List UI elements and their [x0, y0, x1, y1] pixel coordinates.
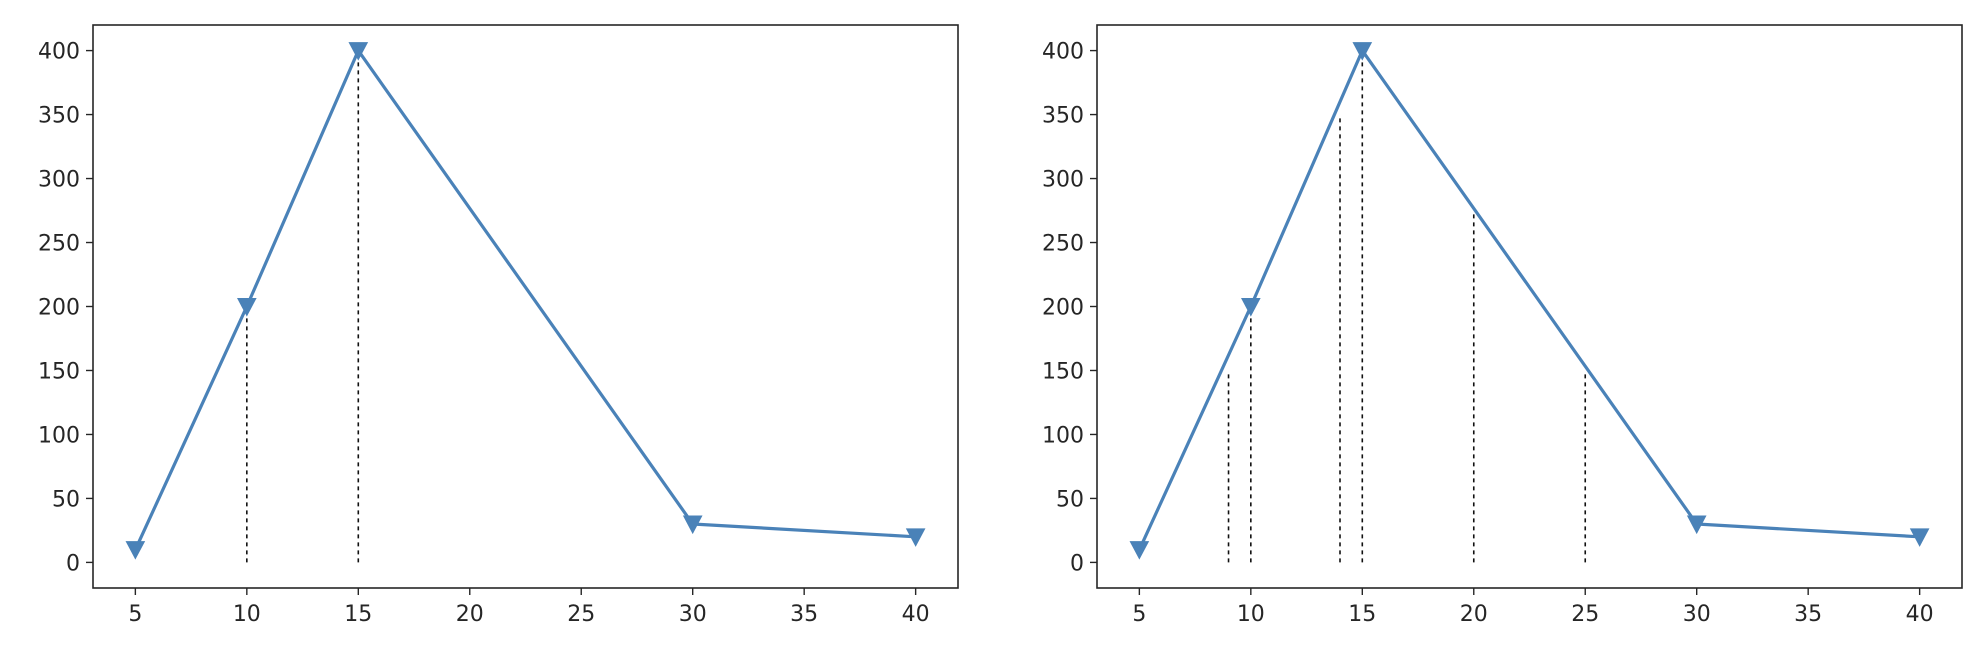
- x-tick-label: 5: [1132, 602, 1146, 627]
- axes-frame: [92, 24, 959, 589]
- axes-frame: [1096, 24, 1963, 589]
- data-point-marker: [236, 298, 257, 317]
- y-tick-label: 100: [38, 423, 80, 448]
- x-tick-label: 35: [790, 602, 818, 627]
- x-tick-label: 20: [456, 602, 484, 627]
- y-tick-label: 250: [38, 232, 80, 257]
- y-tick-label: 50: [1056, 487, 1084, 512]
- data-point-marker: [682, 515, 703, 535]
- x-tick-label: 10: [233, 602, 261, 627]
- x-tick-label: 40: [902, 602, 930, 627]
- y-tick-label: 100: [1042, 423, 1084, 448]
- y-tick-label: 200: [1042, 296, 1084, 321]
- x-tick-label: 15: [344, 602, 372, 627]
- y-tick-label: 0: [1070, 551, 1084, 576]
- x-tick-label: 40: [1906, 602, 1934, 627]
- data-point-marker: [1352, 42, 1373, 61]
- data-point-marker: [1909, 528, 1930, 547]
- y-tick-label: 400: [38, 40, 80, 65]
- y-tick-label: 150: [1042, 359, 1084, 384]
- data-point-marker: [1129, 541, 1150, 560]
- data-point-marker: [1240, 298, 1261, 317]
- y-tick-label: 300: [1042, 168, 1084, 193]
- data-point-marker: [905, 528, 926, 547]
- y-tick-label: 0: [66, 551, 80, 576]
- y-tick-label: 50: [52, 487, 80, 512]
- x-tick-label: 15: [1348, 602, 1376, 627]
- x-tick-label: 25: [1571, 602, 1599, 627]
- data-point-marker: [125, 541, 146, 560]
- y-tick-label: 200: [38, 296, 80, 321]
- x-tick-label: 30: [679, 602, 707, 627]
- data-point-marker: [348, 42, 369, 61]
- y-tick-label: 400: [1042, 40, 1084, 65]
- x-tick-label: 30: [1683, 602, 1711, 627]
- x-tick-label: 25: [567, 602, 595, 627]
- data-point-marker: [1686, 515, 1707, 535]
- y-tick-label: 250: [1042, 232, 1084, 257]
- y-tick-label: 150: [38, 359, 80, 384]
- y-tick-label: 350: [1042, 104, 1084, 129]
- x-tick-label: 20: [1460, 602, 1488, 627]
- x-tick-label: 5: [128, 602, 142, 627]
- y-tick-label: 350: [38, 104, 80, 129]
- y-tick-label: 300: [38, 168, 80, 193]
- x-tick-label: 35: [1794, 602, 1822, 627]
- x-tick-label: 10: [1237, 602, 1265, 627]
